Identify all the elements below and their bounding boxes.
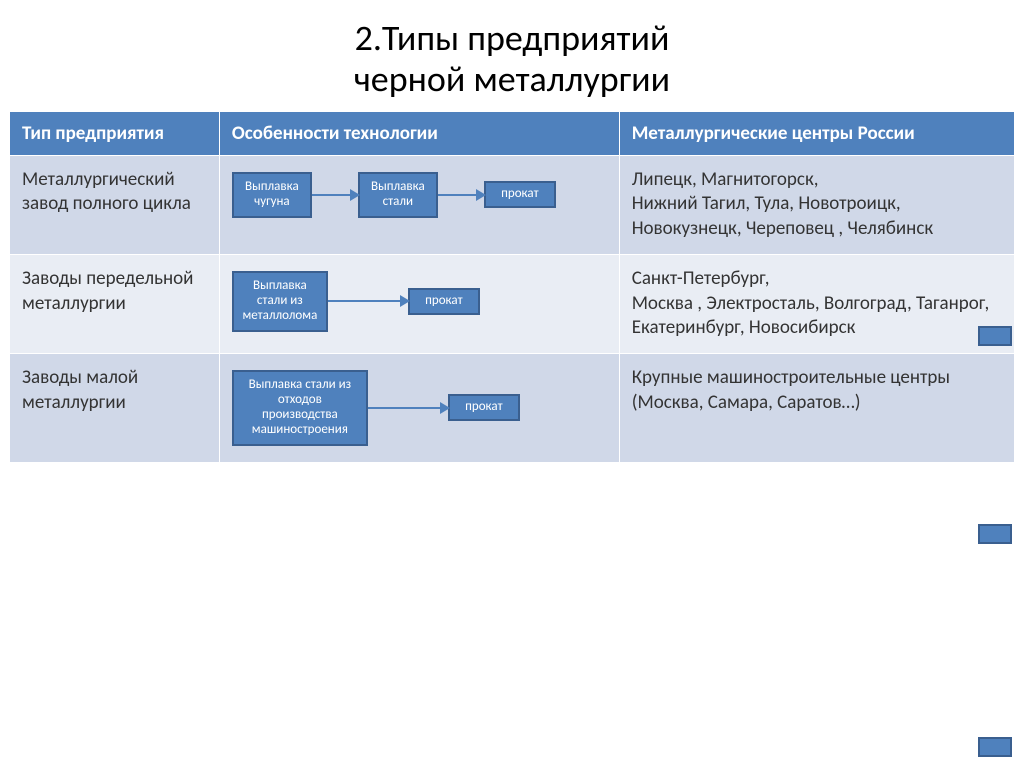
cell-type: Металлургический завод полного цикла [10,155,220,254]
flow-diagram: Выплавка стали из отходов производства м… [232,366,607,450]
flow-node: прокат [448,394,520,421]
decorative-box [978,326,1012,346]
table-row: Металлургический завод полного цикла Вып… [10,155,1015,254]
flow-diagram: Выплавка чугуна Выплавка стали прокат [232,168,607,222]
arrow-icon [438,194,484,196]
cell-tech: Выплавка стали из металлолома прокат [219,254,619,353]
cell-centers: Крупные машиностроительные центры (Москв… [619,353,1014,462]
flow-diagram: Выплавка стали из металлолома прокат [232,267,607,336]
flow-node: Выплавка стали из металлолома [232,271,328,332]
decorative-box [978,737,1012,757]
arrow-icon [312,194,358,196]
column-header-centers: Металлургические центры России [619,111,1014,155]
flow-node: Выплавка стали из отходов производства м… [232,370,368,446]
flow-node: прокат [408,288,480,315]
table-row: Заводы малой металлургии Выплавка стали … [10,353,1015,462]
cell-tech: Выплавка стали из отходов производства м… [219,353,619,462]
flow-node: Выплавка стали [358,172,438,218]
arrow-icon [368,407,448,409]
cell-centers: Санкт-Петербург,Москва , Электросталь, В… [619,254,1014,353]
cell-tech: Выплавка чугуна Выплавка стали прокат [219,155,619,254]
enterprise-types-table: Тип предприятия Особенности технологии М… [9,111,1015,463]
decorative-box [978,524,1012,544]
slide-title: 2.Типы предприятийчерной металлургии [0,0,1024,111]
cell-type: Заводы передельной металлургии [10,254,220,353]
cell-centers: Липецк, Магнитогорск,Нижний Тагил, Тула,… [619,155,1014,254]
column-header-type: Тип предприятия [10,111,220,155]
cell-type: Заводы малой металлургии [10,353,220,462]
column-header-tech: Особенности технологии [219,111,619,155]
flow-node: прокат [484,181,556,208]
arrow-icon [328,300,408,302]
table-row: Заводы передельной металлургии Выплавка … [10,254,1015,353]
flow-node: Выплавка чугуна [232,172,312,218]
